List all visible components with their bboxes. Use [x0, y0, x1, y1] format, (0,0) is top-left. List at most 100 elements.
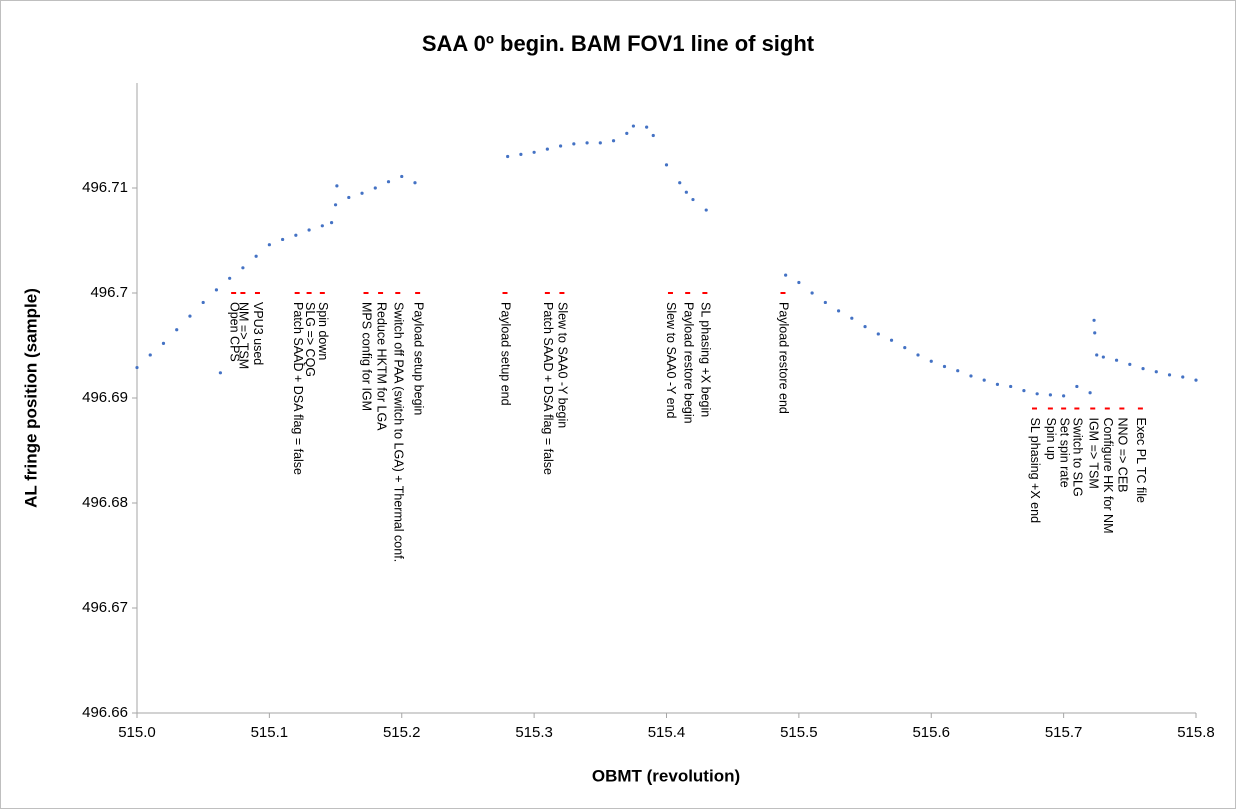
- data-point: [329, 221, 334, 225]
- x-tick-label: 515.4: [648, 724, 686, 741]
- y-tick-label: 496.68: [82, 494, 128, 511]
- x-tick-label: 515.6: [912, 724, 950, 741]
- data-point: [995, 382, 1000, 386]
- event-label: Set spin rate: [1057, 418, 1071, 488]
- y-axis-label: AL fringe position (sample): [21, 288, 40, 508]
- event-label: Spin up: [1044, 418, 1058, 460]
- event-marker: [319, 292, 325, 294]
- event-label: Configure HK for NM: [1101, 418, 1115, 534]
- data-point: [929, 359, 933, 363]
- data-point: [876, 332, 880, 336]
- data-point: [161, 341, 166, 345]
- data-point: [585, 141, 589, 145]
- data-point: [335, 184, 339, 188]
- data-point: [1128, 362, 1132, 366]
- event-marker: [544, 292, 550, 294]
- y-tick-label: 496.71: [82, 179, 128, 196]
- event-marker: [780, 292, 786, 294]
- data-point: [916, 353, 920, 357]
- data-point: [214, 288, 219, 292]
- event-marker: [1032, 407, 1038, 410]
- data-point: [307, 228, 311, 232]
- data-point: [175, 328, 179, 332]
- event-label: Switch off PAA (switch to LGA) + Thermal…: [391, 302, 405, 562]
- x-tick-label: 515.7: [1045, 724, 1083, 741]
- event-label: NM => TSM: [237, 302, 251, 369]
- data-point: [1009, 384, 1013, 389]
- data-point: [254, 254, 258, 258]
- data-point: [1075, 384, 1079, 389]
- event-label: Payload setup begin: [411, 302, 425, 415]
- data-point: [545, 147, 549, 151]
- event-label: Payload restore begin: [681, 302, 695, 424]
- data-point: [704, 208, 708, 212]
- x-tick-label: 515.1: [251, 724, 289, 741]
- event-marker: [1137, 407, 1143, 410]
- data-point: [850, 316, 854, 320]
- event-label: Patch SAAD + DSA flag = false: [541, 302, 555, 475]
- event-marker: [240, 292, 246, 294]
- y-tick-label: 496.66: [82, 704, 128, 721]
- data-point: [532, 150, 536, 154]
- event-label: Slew to SAA0 -Y begin: [556, 302, 570, 428]
- data-point: [631, 124, 636, 128]
- data-point: [413, 181, 417, 185]
- event-marker: [415, 292, 421, 294]
- event-label: Exec PL TC file: [1134, 418, 1148, 503]
- data-point: [982, 378, 986, 382]
- data-point: [611, 139, 616, 143]
- data-point: [519, 152, 523, 156]
- event-label: Spin down: [316, 302, 330, 360]
- data-point: [1062, 394, 1066, 398]
- data-point: [1035, 392, 1039, 396]
- event-marker: [667, 292, 673, 294]
- event-marker: [502, 292, 508, 294]
- data-point: [956, 369, 960, 373]
- x-tick-label: 515.3: [515, 724, 553, 741]
- data-point: [889, 338, 894, 342]
- data-point: [1114, 358, 1119, 362]
- event-label: Payload setup end: [499, 302, 513, 406]
- data-point: [1154, 370, 1158, 374]
- event-marker: [1047, 407, 1053, 410]
- data-point: [572, 142, 576, 146]
- event-marker: [1061, 407, 1067, 410]
- y-tick-label: 496.67: [82, 599, 128, 616]
- event-label: SL phasing +X begin: [699, 302, 713, 417]
- event-marker: [231, 292, 237, 294]
- data-point: [598, 141, 602, 145]
- event-label: SLG => CQG: [303, 302, 317, 377]
- y-tick-label: 496.69: [82, 389, 128, 406]
- event-label: Open CPS: [227, 302, 241, 362]
- data-point: [784, 273, 788, 277]
- data-point: [218, 371, 222, 375]
- event-marker: [254, 292, 260, 294]
- data-point: [320, 224, 324, 228]
- event-marker: [1119, 407, 1125, 410]
- event-marker: [294, 292, 300, 294]
- chart-title: SAA 0º begin. BAM FOV1 line of sight: [422, 31, 815, 56]
- data-point: [651, 133, 655, 138]
- event-label: SL phasing +X end: [1028, 418, 1042, 524]
- data-point: [664, 163, 669, 167]
- y-tick-label: 496.7: [90, 284, 128, 301]
- event-label: MPS config for IGM: [360, 302, 374, 411]
- event-label: VPU3 used: [251, 302, 265, 365]
- data-point: [1048, 393, 1052, 397]
- data-point: [1181, 375, 1185, 379]
- data-point: [559, 144, 563, 148]
- event-marker: [559, 292, 565, 294]
- data-point: [1141, 367, 1145, 371]
- data-point: [942, 364, 947, 369]
- x-axis-label: OBMT (revolution): [592, 766, 740, 785]
- data-point: [360, 191, 364, 195]
- data-point: [294, 233, 298, 237]
- data-point: [645, 125, 649, 129]
- event-label: NNO => CEB: [1116, 418, 1130, 493]
- event-label: Slew to SAA0 -Y end: [664, 302, 678, 419]
- event-marker: [1104, 407, 1110, 410]
- event-marker: [702, 292, 708, 294]
- data-point: [797, 280, 801, 285]
